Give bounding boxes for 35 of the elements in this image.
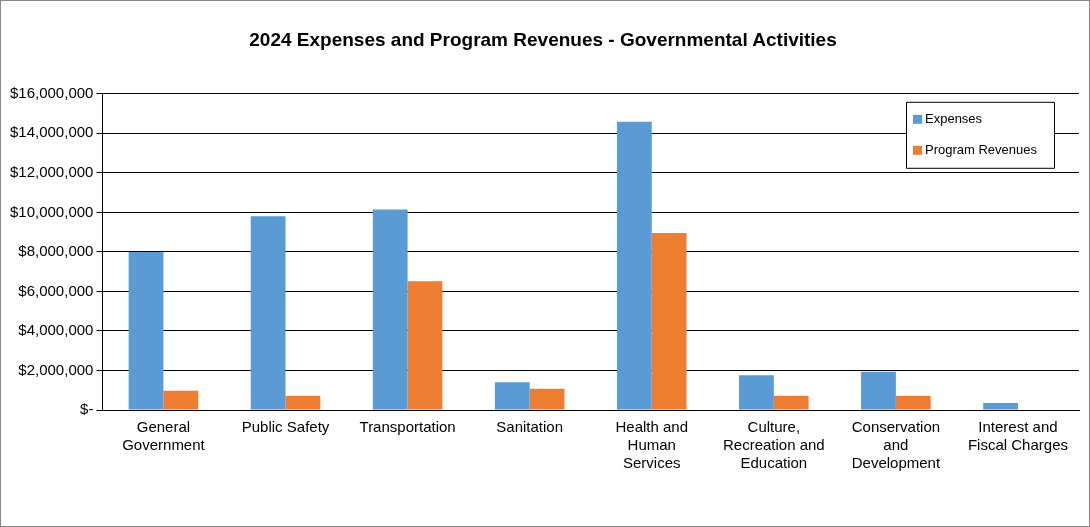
x-tick-label: Transportation: [359, 418, 456, 436]
bar: [529, 388, 565, 410]
bar: [128, 251, 164, 410]
y-tick-label: $2,000,000: [18, 360, 94, 378]
y-tick-label: $6,000,000: [18, 281, 94, 299]
x-tick-label: Sanitation: [496, 418, 564, 436]
y-tick-label: $10,000,000: [9, 202, 94, 220]
x-tick-label: Public Safety: [241, 418, 330, 436]
y-tick-label: $12,000,000: [9, 162, 94, 180]
bar: [739, 375, 774, 410]
bar: [983, 402, 1018, 410]
y-tick-label: $-: [80, 400, 94, 418]
x-tick-label: General Government: [122, 418, 206, 454]
x-tick-label: Interest and Fiscal Charges: [967, 418, 1068, 454]
chart-title: 2024 Expenses and Program Revenues - Governmental Activities: [249, 28, 837, 50]
y-tick-label: $14,000,000: [9, 123, 94, 141]
bar: [895, 395, 931, 410]
bar: [616, 121, 652, 410]
x-tick-label: Culture, Recreation and Education: [722, 418, 825, 472]
bar: [651, 232, 687, 410]
legend-label: Expenses: [925, 111, 983, 127]
bar: [250, 216, 286, 410]
bar: [285, 395, 321, 410]
bar: [494, 382, 530, 410]
y-tick-label: $8,000,000: [18, 242, 94, 260]
x-tick-label: Health and Human Services: [615, 418, 689, 472]
x-tick-label: Conservation and Development: [851, 418, 941, 472]
legend-label: Program Revenues: [925, 142, 1038, 158]
bar: [861, 371, 896, 410]
bar: [372, 209, 408, 410]
y-tick-label: $16,000,000: [9, 83, 94, 101]
bar: [407, 281, 443, 410]
y-tick-label: $4,000,000: [18, 321, 94, 339]
bar: [773, 395, 809, 410]
bar: [163, 390, 199, 410]
